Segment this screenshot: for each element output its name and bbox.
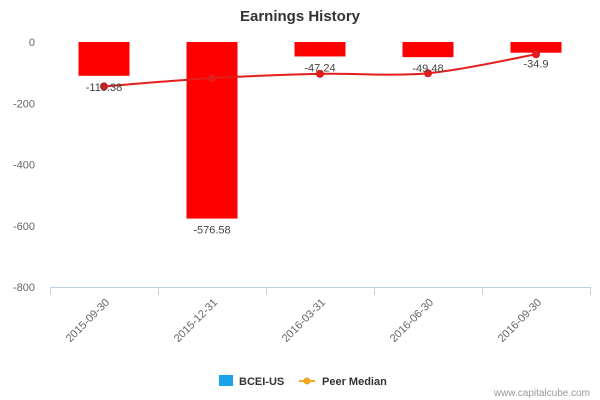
- data-labels: -110.38 -576.58 -47.24 -49.48 -34.9: [86, 59, 549, 237]
- x-tick-label: 2016-09-30: [496, 297, 544, 345]
- bar-data-label: -34.9: [523, 59, 548, 71]
- peer-median-series: [100, 50, 540, 91]
- y-tick-label: -400: [13, 160, 35, 172]
- bar-data-label: -49.48: [412, 63, 443, 75]
- bar[interactable]: [294, 42, 346, 57]
- peer-median-point[interactable]: [532, 50, 540, 59]
- bar[interactable]: [78, 42, 130, 76]
- x-axis: 2015-09-30 2015-12-31 2016-03-31 2016-06-30…: [50, 287, 591, 345]
- bar-data-label: -576.58: [193, 225, 230, 237]
- x-tick-label: 2015-09-30: [64, 297, 112, 345]
- legend[interactable]: BCEI-US Peer Median: [219, 375, 387, 388]
- peer-median-point[interactable]: [316, 69, 324, 78]
- legend-swatch-bar[interactable]: [219, 375, 233, 386]
- chart-title: Earnings History: [240, 8, 361, 25]
- peer-median-point[interactable]: [100, 82, 108, 91]
- x-tick-label: 2016-03-31: [280, 297, 328, 345]
- legend-swatch-dot[interactable]: [303, 377, 311, 385]
- bar-data-label: -47.24: [304, 62, 335, 74]
- y-axis: 0 -200 -400 -600 -800: [13, 37, 35, 294]
- y-tick-label: -200: [13, 98, 35, 110]
- bar[interactable]: [510, 42, 562, 53]
- bar[interactable]: [402, 42, 454, 58]
- y-tick-label: -600: [13, 221, 35, 233]
- x-tick-label: 2016-06-30: [388, 297, 436, 345]
- y-tick-label: -800: [13, 282, 35, 294]
- y-tick-label: 0: [29, 37, 35, 49]
- x-tick-label: 2015-12-31: [172, 297, 220, 345]
- peer-median-point[interactable]: [208, 74, 216, 83]
- bar-series: [78, 42, 562, 219]
- bar[interactable]: [186, 42, 238, 219]
- peer-median-point[interactable]: [424, 69, 432, 78]
- legend-label-bar[interactable]: BCEI-US: [239, 376, 284, 388]
- credit-text[interactable]: www.capitalcube.com: [493, 388, 590, 399]
- bar-data-label: -110.38: [86, 82, 123, 94]
- legend-label-line[interactable]: Peer Median: [322, 376, 387, 388]
